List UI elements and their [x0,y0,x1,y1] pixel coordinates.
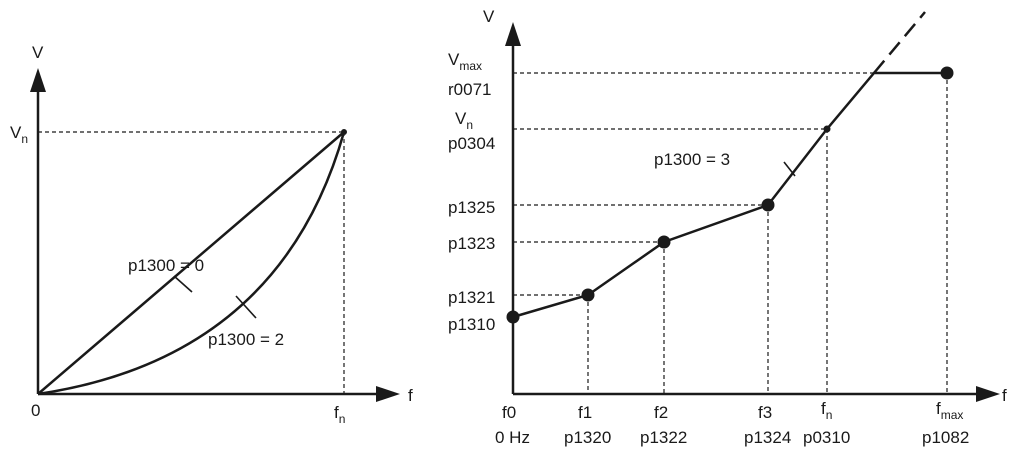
linear-curve [37,131,345,395]
point-fn [823,125,831,133]
f3-param-label: p1324 [744,428,791,447]
point-p1310 [506,310,520,324]
p1310-label: p1310 [448,315,495,334]
point-f3 [761,198,775,212]
quadratic-curve-leader [235,295,257,319]
right-x-axis-arrow [976,386,1000,402]
left-y-axis-label: V [32,43,44,62]
curve-label-leader [783,161,796,177]
vn-param-label: p0304 [448,134,495,153]
f0-param-label: 0 Hz [495,428,530,447]
right-y-axis-arrow [505,22,521,46]
vmax-param-label: r0071 [448,80,491,99]
p1323-label: p1323 [448,234,495,253]
fn-param-label: p0310 [803,428,850,447]
right-diagram: V f Vmax r0071 Vn p0304 p1325 p1323 p132… [448,7,1007,447]
vmax-label: Vmax [448,50,482,73]
left-x-axis-label: f [408,386,413,405]
right-y-axis-label: V [483,7,495,26]
linear-curve-label: p1300 = 0 [128,256,204,275]
curve-label: p1300 = 3 [654,150,730,169]
point-f2 [657,235,671,249]
left-vn-label: Vn [10,123,28,146]
f1-param-label: p1320 [564,428,611,447]
quadratic-curve-label: p1300 = 2 [208,330,284,349]
fn-label: fn [821,399,832,422]
curve-extension-dashed [873,11,926,74]
left-x-axis-arrow [376,386,400,402]
right-x-axis-label: f [1002,386,1007,405]
f2-param-label: p1322 [640,428,687,447]
left-rated-point [341,129,347,135]
linear-curve-leader [173,275,193,293]
f2-label: f2 [654,403,668,422]
programmable-vf-curve [512,71,947,319]
f3-label: f3 [758,403,772,422]
vn-label: Vn [455,109,473,132]
point-fmax [940,66,954,80]
fmax-param-label: p1082 [922,428,969,447]
quadratic-curve [37,131,346,396]
left-y-axis-arrow [30,68,46,92]
left-fn-label: fn [334,403,345,426]
left-origin-label: 0 [31,401,40,420]
f0-label: f0 [502,403,516,422]
point-f1 [581,288,595,302]
p1325-label: p1325 [448,198,495,217]
p1321-label: p1321 [448,288,495,307]
fmax-label: fmax [936,399,963,422]
f1-label: f1 [578,403,592,422]
left-diagram: V f 0 Vn fn p1300 = 0 p1300 = 2 [10,43,413,426]
